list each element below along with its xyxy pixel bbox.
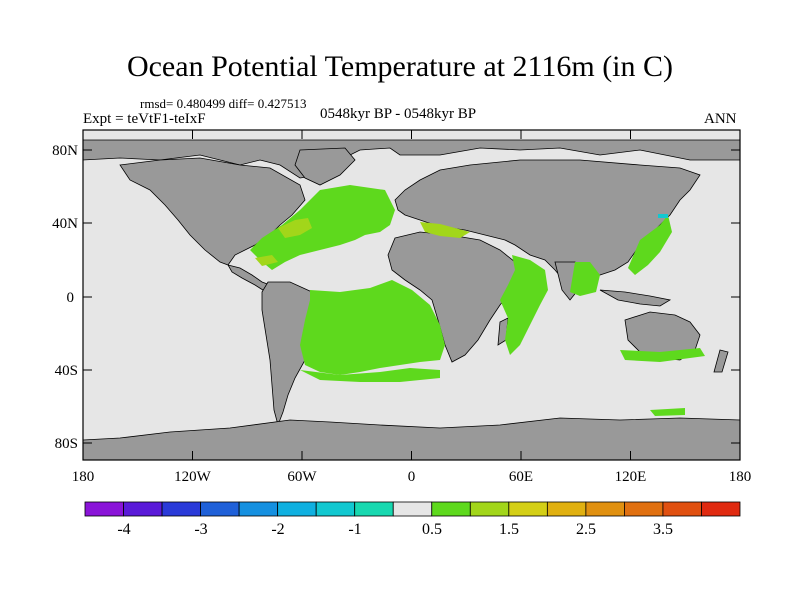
anomaly-gulf-stream [278,218,312,238]
anomaly-south-atlantic [300,280,445,375]
colorbar-labels: -4 -3 -2 -1 0.5 1.5 2.5 3.5 [117,521,673,538]
land-indonesia [599,289,672,307]
colorbar-label: 2.5 [576,521,596,538]
experiment-label: Expt = teVtF1-teIxF [83,111,206,127]
anomaly-caribbean [255,255,278,266]
lon-label-60w: 60W [287,469,317,485]
land-arctic [82,139,741,179]
lat-label-0: 0 [67,290,75,306]
colorbar-label: 0.5 [422,521,442,538]
colorbar-label: -2 [271,521,284,538]
colorbar-swatch [662,501,702,517]
lat-ticks [83,149,740,444]
lon-label-0: 0 [408,469,416,485]
land-north-america [119,157,306,266]
anomaly-patches [250,185,705,416]
lon-label-120e: 120E [615,469,647,485]
lon-label-180e: 180 [729,469,752,485]
land-africa [387,231,521,363]
lat-label-40s: 40S [55,363,78,379]
chart-title: Ocean Potential Temperature at 2116m (in… [126,50,674,83]
anomaly-bay-of-bengal [570,262,600,296]
colorbar-swatch [431,501,471,517]
anomaly-southern-ocean [300,368,440,382]
anomaly-north-atlantic [250,185,395,270]
period-label: 0548kyr BP - 0548kyr BP [320,106,477,122]
colorbar-swatch [508,501,548,517]
lat-label-80n: 80N [52,143,78,159]
stats-label: rmsd= 0.480499 diff= 0.427513 [140,96,307,111]
land-new-zealand [713,349,729,373]
colorbar-swatch [277,501,317,517]
colorbar-swatch [315,501,356,517]
season-label: ANN [704,111,737,127]
colorbar-label: 3.5 [653,521,673,538]
colorbar-label: 1.5 [499,521,519,538]
anomaly-indian-ocean [500,255,548,355]
land-eurasia [394,159,701,291]
colorbar-swatch [84,501,124,517]
colorbar-label: -1 [348,521,361,538]
colorbar-swatch [238,501,279,517]
lon-label-120w: 120W [174,469,212,485]
colorbar-swatch [354,501,394,517]
colorbar-swatch [392,501,433,517]
lat-label-40n: 40N [52,216,78,232]
lon-label-180w: 180 [72,469,95,485]
anomaly-antarctic-shelf [650,408,685,416]
colorbar-swatch [701,501,741,517]
colorbar-swatch [200,501,240,517]
colorbar-label: -3 [194,521,207,538]
colorbar-swatch [123,501,163,517]
colorbar-swatch [161,501,201,517]
colorbar-swatch [624,501,664,517]
anomaly-west-pacific [628,215,672,275]
colorbar-swatch [546,501,587,517]
land-greenland [294,147,356,186]
lat-label-80s: 80S [55,436,78,452]
anomaly-mediterranean [420,222,470,238]
colorbar [84,501,741,517]
colorbar-swatch [585,501,625,517]
lon-ticks [82,130,741,460]
colorbar-label: -4 [117,521,130,538]
anomaly-south-of-australia [620,348,705,362]
colorbar-swatch [469,501,510,517]
anomaly-japan-cool [658,214,668,218]
lon-label-60e: 60E [509,469,533,485]
